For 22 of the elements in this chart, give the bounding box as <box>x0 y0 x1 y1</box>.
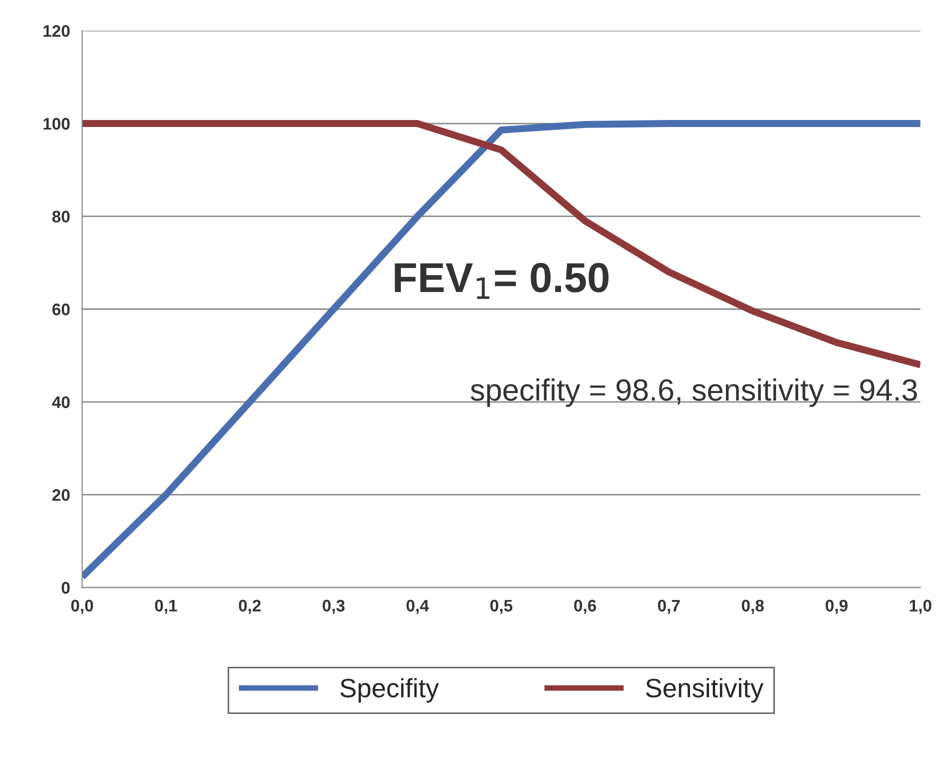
x-tick-label: 0,6 <box>574 600 596 614</box>
y-tick-label: 100 <box>44 118 70 130</box>
x-tick-label: 0,2 <box>238 600 261 614</box>
y-tick-label: 120 <box>44 25 70 37</box>
y-tick-label: 40 <box>52 396 70 408</box>
legend-label: Sensitivity <box>646 678 764 703</box>
x-tick-label: 0,7 <box>658 600 680 614</box>
annotation: FEV$_{1}$= 0.50 <box>394 262 609 299</box>
y-tick-label: 20 <box>52 489 70 501</box>
x-tick-label: 0,8 <box>742 600 764 614</box>
x-tick-label: 1,0 <box>910 600 932 614</box>
y-tick-label: 0 <box>62 582 70 594</box>
x-tick-label: 0,9 <box>826 600 848 614</box>
x-tick-label: 0,4 <box>406 600 429 614</box>
y-tick-label: 60 <box>52 304 70 316</box>
x-tick-label: 0,0 <box>71 600 94 614</box>
x-tick-label: 0,1 <box>155 600 178 614</box>
legend-label: Specifity <box>340 678 439 703</box>
y-tick-label: 80 <box>52 210 70 223</box>
x-tick-label: 0,3 <box>322 600 345 614</box>
annotation: specifity = 98.6, sensitivity = 94.3 <box>470 378 917 407</box>
x-tick-label: 0,5 <box>490 600 512 614</box>
